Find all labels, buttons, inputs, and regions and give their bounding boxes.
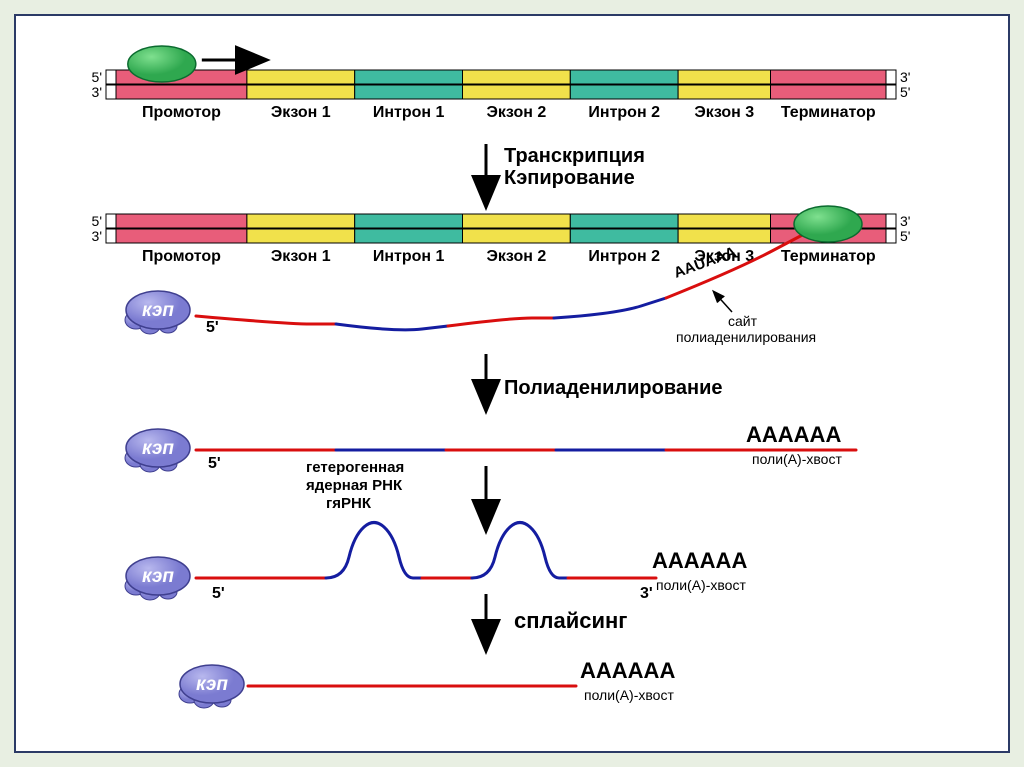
- svg-text:AAAAAA: AAAAAA: [652, 548, 747, 573]
- svg-text:поли(А)-хвост: поли(А)-хвост: [584, 687, 674, 703]
- svg-text:3': 3': [92, 84, 102, 100]
- svg-text:3': 3': [92, 228, 102, 244]
- svg-text:Экзон 2: Экзон 2: [487, 104, 547, 121]
- svg-text:Экзон 1: Экзон 1: [271, 248, 331, 265]
- svg-text:Интрон 2: Интрон 2: [588, 248, 660, 265]
- svg-text:сайт: сайт: [728, 313, 758, 329]
- svg-text:кэп: кэп: [142, 438, 174, 459]
- svg-text:Интрон 2: Интрон 2: [588, 104, 660, 121]
- svg-text:Полиаденилирование: Полиаденилирование: [504, 377, 723, 399]
- svg-text:кэп: кэп: [142, 566, 174, 587]
- svg-text:гяРНК: гяРНК: [326, 495, 372, 512]
- svg-text:5': 5': [92, 69, 102, 85]
- svg-text:5': 5': [206, 319, 219, 336]
- svg-text:3': 3': [900, 213, 910, 229]
- svg-text:5': 5': [208, 455, 221, 472]
- svg-text:Экзон 2: Экзон 2: [487, 248, 547, 265]
- svg-text:Интрон 1: Интрон 1: [373, 104, 445, 121]
- svg-text:5': 5': [900, 84, 910, 100]
- svg-text:Терминатор: Терминатор: [781, 248, 876, 265]
- svg-text:Интрон 1: Интрон 1: [373, 248, 445, 265]
- svg-text:3': 3': [640, 585, 653, 602]
- svg-text:Промотор: Промотор: [142, 104, 221, 121]
- svg-text:ядерная РНК: ядерная РНК: [306, 477, 403, 494]
- svg-text:поли(А)-хвост: поли(А)-хвост: [656, 577, 746, 593]
- svg-text:кэп: кэп: [196, 674, 228, 695]
- svg-text:Терминатор: Терминатор: [781, 104, 876, 121]
- svg-text:Промотор: Промотор: [142, 248, 221, 265]
- svg-text:5': 5': [212, 585, 225, 602]
- svg-text:AAAAAA: AAAAAA: [580, 658, 675, 683]
- svg-text:гетерогенная: гетерогенная: [306, 459, 404, 476]
- svg-text:5': 5': [92, 213, 102, 229]
- svg-text:Экзон 3: Экзон 3: [694, 104, 754, 121]
- svg-text:Экзон 1: Экзон 1: [271, 104, 331, 121]
- svg-text:полиаденилирования: полиаденилирования: [676, 329, 816, 345]
- svg-text:Кэпирование: Кэпирование: [504, 167, 635, 189]
- svg-text:5': 5': [900, 228, 910, 244]
- svg-text:AAAAAA: AAAAAA: [746, 422, 841, 447]
- svg-text:Транскрипция: Транскрипция: [504, 145, 645, 167]
- svg-text:поли(А)-хвост: поли(А)-хвост: [752, 451, 842, 467]
- svg-text:сплайсинг: сплайсинг: [514, 608, 627, 633]
- diagram-svg: 5'3'3'5'ПромоторЭкзон 1Интрон 1Экзон 2Ин…: [16, 16, 1012, 755]
- svg-text:кэп: кэп: [142, 300, 174, 321]
- diagram-frame: 5'3'3'5'ПромоторЭкзон 1Интрон 1Экзон 2Ин…: [14, 14, 1010, 753]
- svg-text:3': 3': [900, 69, 910, 85]
